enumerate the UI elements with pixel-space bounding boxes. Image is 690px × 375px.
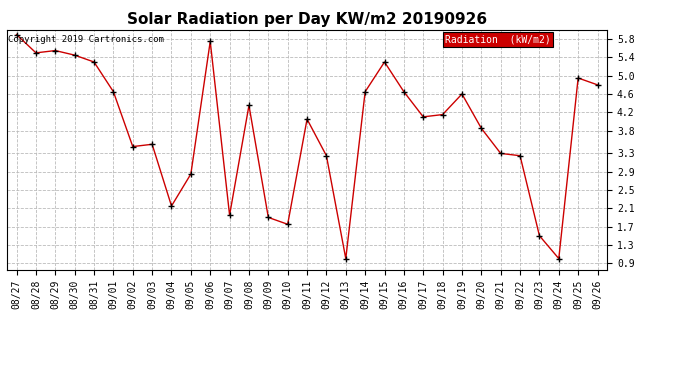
Title: Solar Radiation per Day KW/m2 20190926: Solar Radiation per Day KW/m2 20190926 xyxy=(127,12,487,27)
Text: Copyright 2019 Cartronics.com: Copyright 2019 Cartronics.com xyxy=(8,35,164,44)
Text: Radiation  (kW/m2): Radiation (kW/m2) xyxy=(445,35,551,45)
